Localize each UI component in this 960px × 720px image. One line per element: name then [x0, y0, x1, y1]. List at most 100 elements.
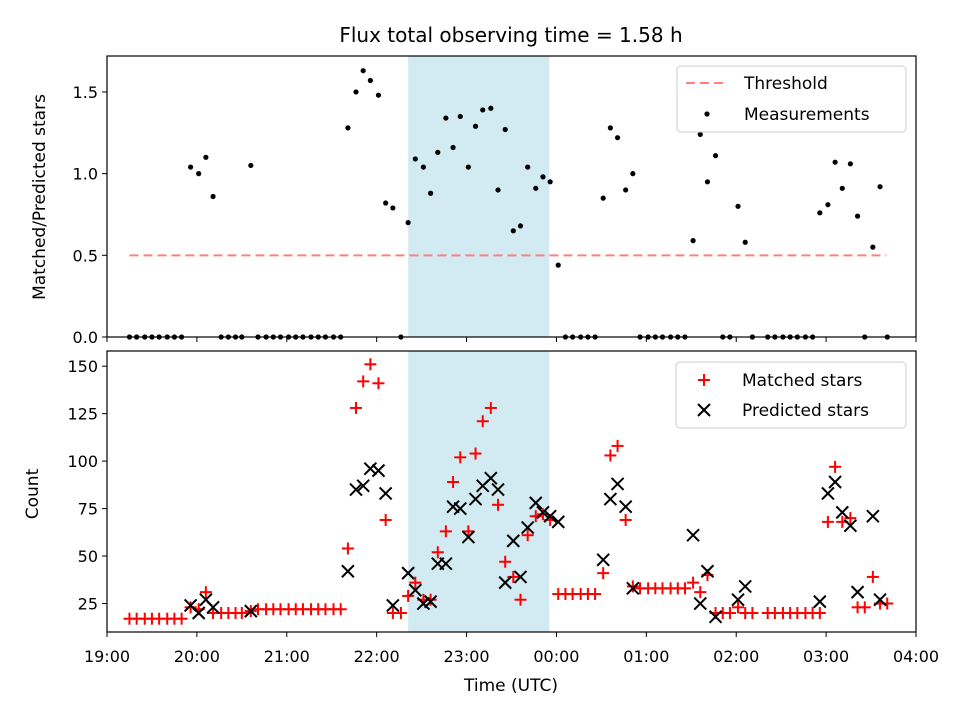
measurement-point [353, 89, 359, 95]
matched-star-marker [626, 580, 639, 593]
measurement-point [383, 200, 389, 206]
matched-star-marker [813, 607, 826, 620]
predicted-star-markers [183, 462, 887, 624]
measurement-point [623, 187, 629, 193]
bottom-y-tick-label: 100 [67, 452, 98, 471]
predicted-star-marker [686, 528, 700, 542]
predicted-star-marker [461, 530, 476, 544]
matched-star-marker [597, 567, 610, 580]
measurement-point [196, 171, 202, 177]
measurement-point [600, 195, 606, 201]
measurement-point [690, 238, 696, 244]
top-y-tick-label: 0.0 [73, 328, 98, 347]
measurement-point [443, 115, 449, 121]
top-x-ticks [106, 337, 917, 342]
predicted-star-marker [386, 598, 400, 613]
predicted-star-marker [363, 462, 378, 476]
measurement-point [450, 144, 456, 151]
top-legend-box [676, 65, 907, 133]
matched-star-markers [123, 358, 894, 625]
predicted-star-marker [371, 463, 386, 478]
bottom-y-tick-label: 75 [78, 500, 98, 519]
predicted-star-marker [843, 518, 858, 533]
bottom-x-tick-label: 20:00 [174, 647, 220, 666]
top-y-ticks: 0.0 0.5 1.0 1.5 [73, 83, 107, 347]
predicted-star-marker [596, 553, 610, 567]
measurement-point [735, 203, 741, 209]
matched-star-marker [507, 570, 520, 583]
measurement-point [457, 113, 463, 120]
predicted-star-marker [513, 570, 528, 584]
measurement-point [210, 193, 216, 200]
predicted-star-marker [873, 593, 887, 607]
legend-measurements-swatch [704, 111, 710, 117]
matched-star-marker [746, 607, 759, 620]
predicted-star-marker [708, 610, 723, 624]
measurement-point [187, 164, 194, 170]
measurement-point [854, 213, 861, 219]
measurement-point [472, 123, 479, 129]
matched-star-marker [604, 449, 617, 462]
matched-star-marker [402, 589, 415, 602]
bottom-x-tick-label: 00:00 [533, 647, 579, 666]
matched-star-marker [589, 588, 602, 601]
measurement-point [607, 125, 613, 131]
top-y-tick-label: 1.0 [73, 165, 98, 184]
predicted-star-marker [821, 486, 835, 501]
matched-star-marker [687, 576, 700, 589]
measurement-point [465, 164, 471, 170]
matched-star-marker [184, 601, 197, 614]
predicted-star-marker [244, 604, 258, 618]
top-highlight-span [408, 56, 550, 337]
matched-star-marker [372, 377, 385, 390]
measurement-point [405, 220, 411, 226]
predicted-star-marker [618, 499, 633, 514]
matched-star-marker [469, 447, 482, 460]
predicted-star-marker [828, 475, 842, 489]
measurement-point [555, 262, 561, 268]
matched-star-marker [431, 546, 444, 559]
top-y-tick-label: 0.5 [73, 246, 98, 265]
measurement-point [517, 223, 524, 229]
measurement-point [203, 154, 209, 160]
legend-measurements-label: Measurements [744, 105, 870, 125]
matched-star-marker [611, 439, 624, 452]
matched-star-marker [364, 358, 377, 371]
predicted-star-marker [439, 556, 453, 571]
matched-star-marker [357, 375, 370, 388]
legend-predicted-swatch [697, 403, 711, 417]
measurement-point [825, 202, 831, 208]
matched-star-marker [462, 525, 475, 538]
bottom-x-tick-label: 22:00 [354, 647, 400, 666]
matched-star-marker [394, 607, 407, 620]
matched-star-marker [732, 601, 745, 614]
bottom-plot-area: 25 50 75 100 125 150 19:00 20:00 21:00 22:00 23:0… [67, 350, 939, 666]
measurement-point [435, 149, 441, 155]
predicted-star-marker [423, 594, 438, 609]
bottom-highlight-span [408, 351, 550, 632]
bottom-y-tick-label: 25 [78, 595, 98, 614]
measurement-point [525, 164, 531, 170]
predicted-star-marker [603, 492, 618, 506]
measurement-point [630, 171, 636, 177]
matched-star-marker [409, 576, 422, 589]
measurement-point [248, 162, 254, 169]
measurement-point [420, 164, 427, 170]
predicted-star-marker [813, 594, 827, 609]
predicted-star-marker [520, 520, 535, 535]
measurement-point [877, 184, 883, 190]
measurement-point [412, 156, 418, 162]
matched-star-marker [521, 529, 534, 542]
matched-star-marker [175, 612, 188, 625]
matched-star-marker [379, 513, 392, 526]
legend-threshold-label: Threshold [743, 74, 828, 94]
legend-predicted-label: Predicted stars [742, 401, 869, 421]
bottom-x-tick-label: 23:00 [444, 647, 490, 666]
measurement-point [540, 174, 546, 180]
bottom-axes-frame [106, 350, 917, 633]
measurement-point [510, 228, 516, 234]
predicted-star-marker [626, 581, 640, 596]
measurement-point [547, 179, 553, 185]
matched-star-marker [678, 582, 691, 595]
predicted-star-marker [468, 492, 483, 506]
